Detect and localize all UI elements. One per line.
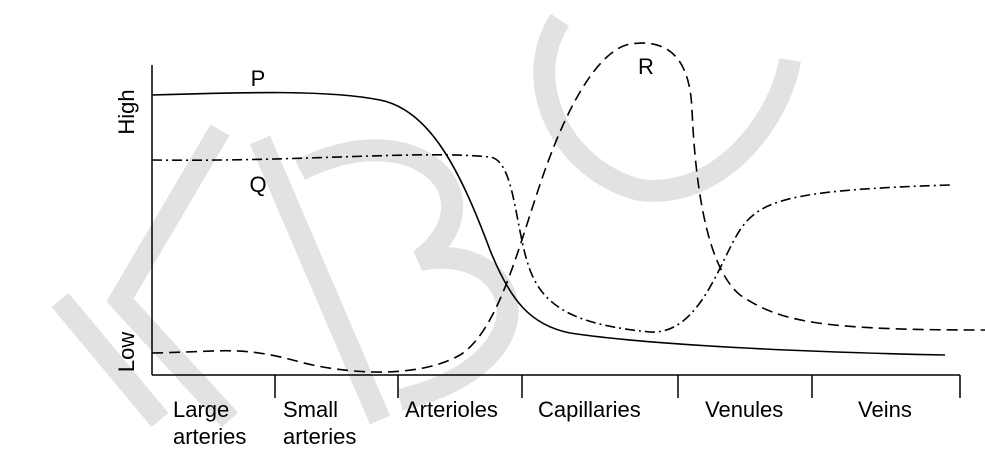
curve-label: Q xyxy=(249,172,266,197)
region-label: Veins xyxy=(858,397,912,422)
curve-q xyxy=(151,153,951,333)
curve-r xyxy=(151,42,985,373)
curve-label: R xyxy=(638,54,654,79)
y-low-label: Low xyxy=(114,332,139,372)
region-label: arteries xyxy=(283,424,356,449)
region-label: Capillaries xyxy=(538,397,641,422)
curve-label: P xyxy=(251,66,266,91)
region-label: arteries xyxy=(173,424,246,449)
curve-p xyxy=(151,91,946,356)
watermark xyxy=(51,13,801,428)
region-label: Arterioles xyxy=(405,397,498,422)
region-label: Large xyxy=(173,397,229,422)
region-dividers xyxy=(274,375,961,398)
y-high-label: High xyxy=(114,89,139,134)
region-label: Venules xyxy=(705,397,783,422)
region-label: Small xyxy=(283,397,338,422)
